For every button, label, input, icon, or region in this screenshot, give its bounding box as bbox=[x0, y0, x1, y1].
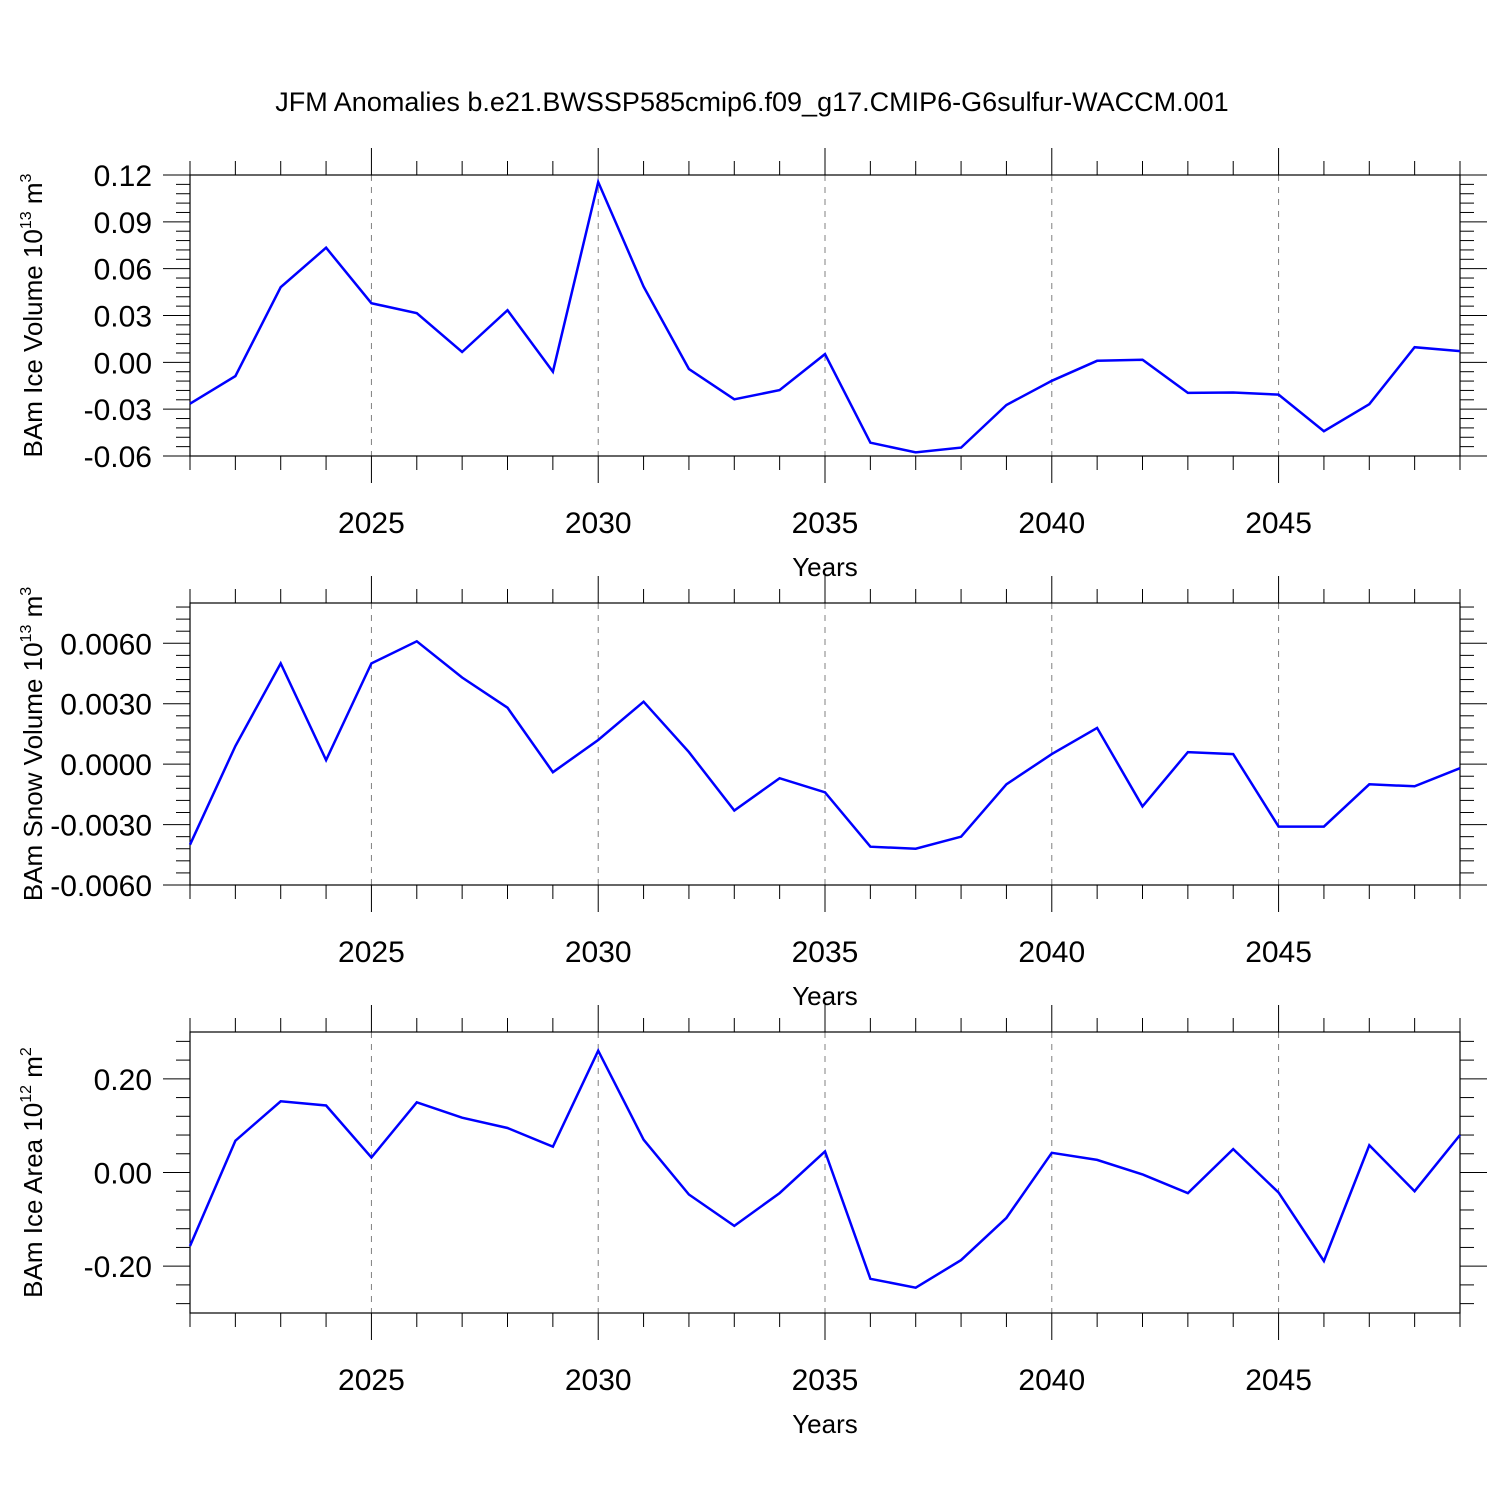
plot-frame bbox=[189, 1031, 1461, 1314]
y-tick-label: 0.09 bbox=[94, 207, 152, 240]
y-tick-label: 0.0000 bbox=[60, 749, 152, 782]
x-tick-label: 2040 bbox=[1018, 1364, 1085, 1397]
y-tick-label: 0.00 bbox=[94, 347, 152, 380]
y-axis-label-unit-exponent: 3 bbox=[18, 587, 35, 596]
x-tick-label: 2030 bbox=[565, 936, 632, 969]
series-line bbox=[188, 1047, 1461, 1290]
x-tick-label: 2025 bbox=[338, 507, 405, 540]
y-tick-label: 0.00 bbox=[94, 1158, 152, 1191]
y-axis-label: BAm Snow Volume 1013 m3 bbox=[18, 587, 48, 901]
x-tick-label: 2035 bbox=[792, 936, 859, 969]
y-axis-label-unit-exponent: 3 bbox=[18, 173, 35, 182]
y-axis-label-text: BAm Snow Volume 10 bbox=[18, 642, 48, 901]
chart-panel-2: 0.0060 0.0030 0.0000 -0.0030 -0.0060 2025 2030… bbox=[18, 576, 1487, 1011]
y-axis-label: BAm Ice Area 1012 m2 bbox=[18, 1047, 48, 1298]
series-line bbox=[189, 178, 1461, 454]
x-tick-label: 2035 bbox=[792, 507, 859, 540]
x-tick-label: 2045 bbox=[1245, 507, 1312, 540]
x-tick-label: 2040 bbox=[1018, 507, 1085, 540]
y-tick-label: -0.0060 bbox=[50, 870, 152, 903]
x-axis-label: Years bbox=[792, 1409, 858, 1439]
x-tick-label: 2035 bbox=[792, 1364, 859, 1397]
series-line bbox=[188, 639, 1461, 850]
x-tick-label: 2040 bbox=[1018, 936, 1085, 969]
y-tick-label: -0.03 bbox=[84, 394, 152, 427]
y-axis-label-unit: m bbox=[18, 596, 48, 625]
y-axis-label-exponent: 12 bbox=[18, 1085, 35, 1103]
x-tick-label: 2030 bbox=[565, 507, 632, 540]
x-tick-label: 2045 bbox=[1245, 936, 1312, 969]
y-tick-label: 0.0060 bbox=[60, 628, 152, 661]
y-axis-label-exponent: 13 bbox=[18, 211, 35, 229]
y-tick-label: -0.06 bbox=[84, 441, 152, 474]
y-axis-label-unit: m bbox=[18, 1056, 48, 1085]
y-axis-label-text: BAm Ice Volume 10 bbox=[18, 229, 48, 457]
y-axis-label: BAm Ice Volume 1013 m3 bbox=[18, 173, 48, 457]
chart-panel-1: 0.12 0.09 0.06 0.03 0.00 -0.03 -0.06 2025 2030 20… bbox=[18, 148, 1487, 582]
y-tick-label: -0.0030 bbox=[50, 810, 152, 843]
y-tick-label: -0.20 bbox=[84, 1251, 152, 1284]
chart-panel-3: 0.20 0.00 -0.20 2025 2030 2035 2040 2045 Years BA… bbox=[18, 1005, 1487, 1439]
x-tick-label: 2025 bbox=[338, 936, 405, 969]
y-axis-label-unit: m bbox=[18, 182, 48, 211]
x-tick-label: 2030 bbox=[565, 1364, 632, 1397]
y-tick-label: 0.0030 bbox=[60, 689, 152, 722]
y-axis-label-unit-exponent: 2 bbox=[18, 1047, 35, 1056]
y-axis-label-exponent: 13 bbox=[18, 625, 35, 643]
y-tick-label: 0.06 bbox=[94, 254, 152, 287]
y-tick-label: 0.12 bbox=[94, 160, 152, 193]
plot-frame bbox=[189, 174, 1461, 457]
figure-title: JFM Anomalies b.e21.BWSSP585cmip6.f09_g1… bbox=[275, 87, 1228, 117]
x-tick-label: 2025 bbox=[338, 1364, 405, 1397]
plot-frame bbox=[189, 602, 1461, 886]
x-tick-label: 2045 bbox=[1245, 1364, 1312, 1397]
y-tick-label: 0.20 bbox=[94, 1064, 152, 1097]
y-axis-label-text: BAm Ice Area 10 bbox=[18, 1103, 48, 1298]
y-tick-label: 0.03 bbox=[94, 301, 152, 334]
